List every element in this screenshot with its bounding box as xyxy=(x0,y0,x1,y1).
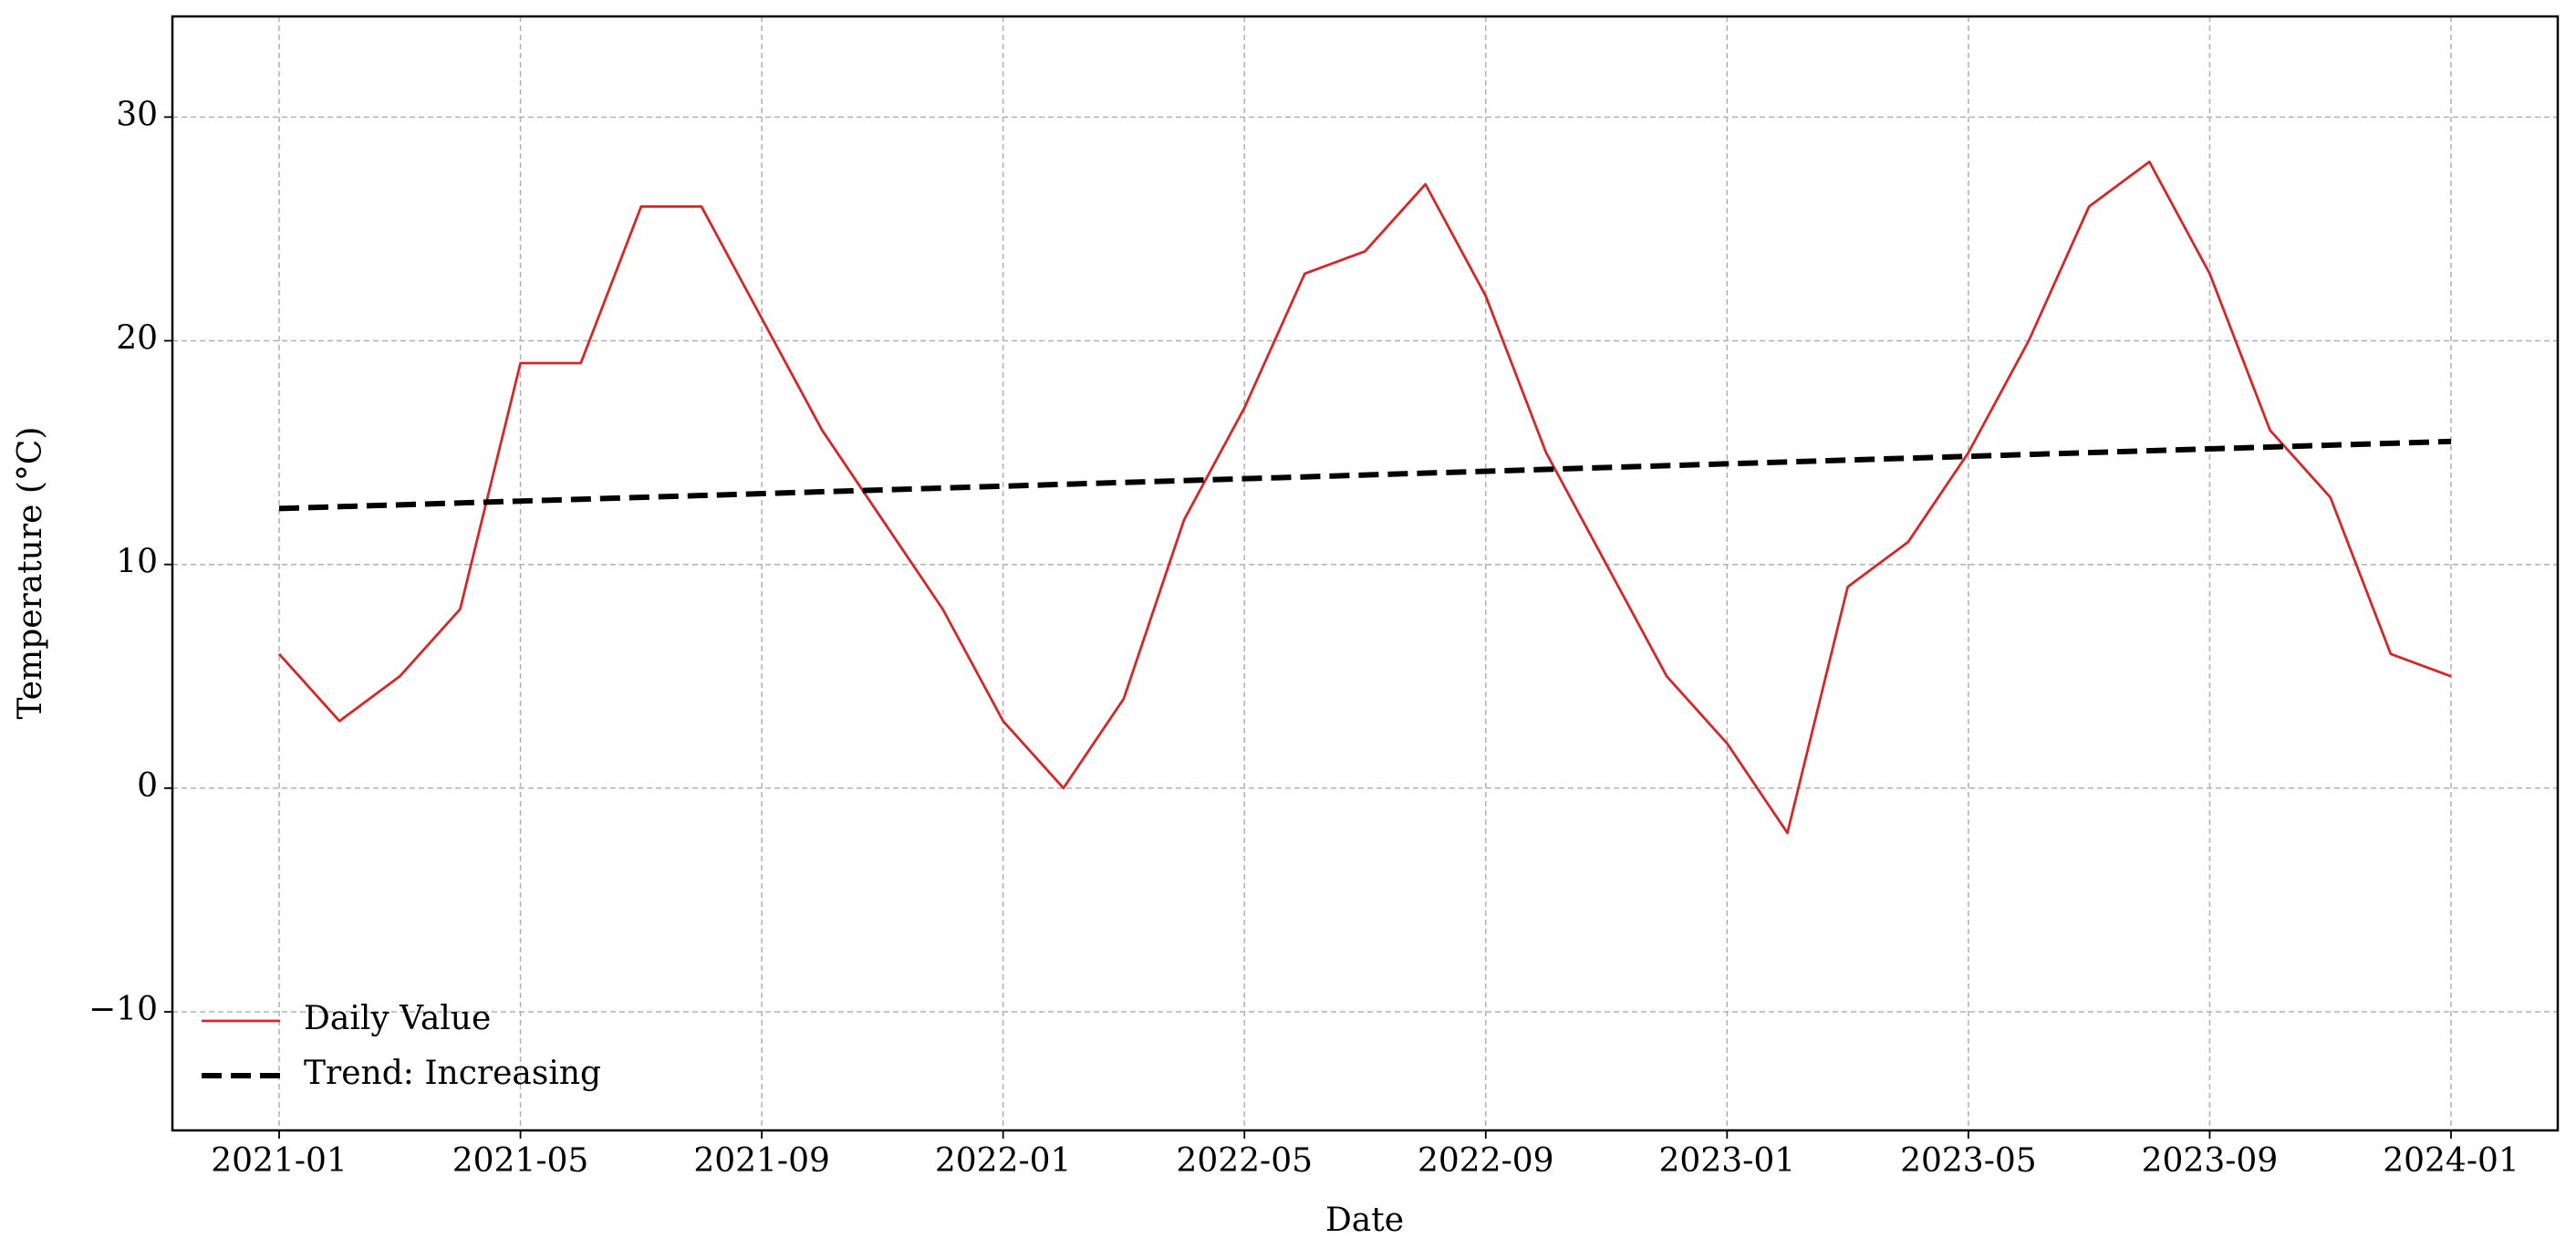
x-tick-label: 2021-09 xyxy=(693,1142,830,1180)
y-tick-label: −10 xyxy=(88,991,158,1028)
y-tick-label: 30 xyxy=(116,96,158,133)
data-line xyxy=(278,438,2452,512)
x-tick-label: 2023-09 xyxy=(2142,1142,2279,1180)
legend-label: Trend: Increasing xyxy=(304,1055,601,1092)
plot-frame xyxy=(171,15,2560,1132)
y-tick-label: 0 xyxy=(137,767,158,805)
y-tick-label: 20 xyxy=(116,320,158,358)
y-tick-label: 10 xyxy=(116,544,158,581)
x-axis-label: Date xyxy=(1325,1202,1404,1239)
x-tick-label: 2022-05 xyxy=(1176,1142,1313,1180)
x-tick-label: 2024-01 xyxy=(2383,1142,2519,1180)
x-tick-label: 2021-05 xyxy=(452,1142,589,1180)
y-axis-label: Temperature (°C) xyxy=(12,427,49,720)
x-tick-label: 2023-01 xyxy=(1659,1142,1796,1180)
x-tick-label: 2021-01 xyxy=(211,1142,348,1180)
legend-label: Daily Value xyxy=(304,1000,491,1037)
x-tick-label: 2022-01 xyxy=(935,1142,1072,1180)
x-tick-label: 2023-05 xyxy=(1900,1142,2037,1180)
x-tick-label: 2022-09 xyxy=(1418,1142,1554,1180)
data-line xyxy=(277,160,2452,835)
